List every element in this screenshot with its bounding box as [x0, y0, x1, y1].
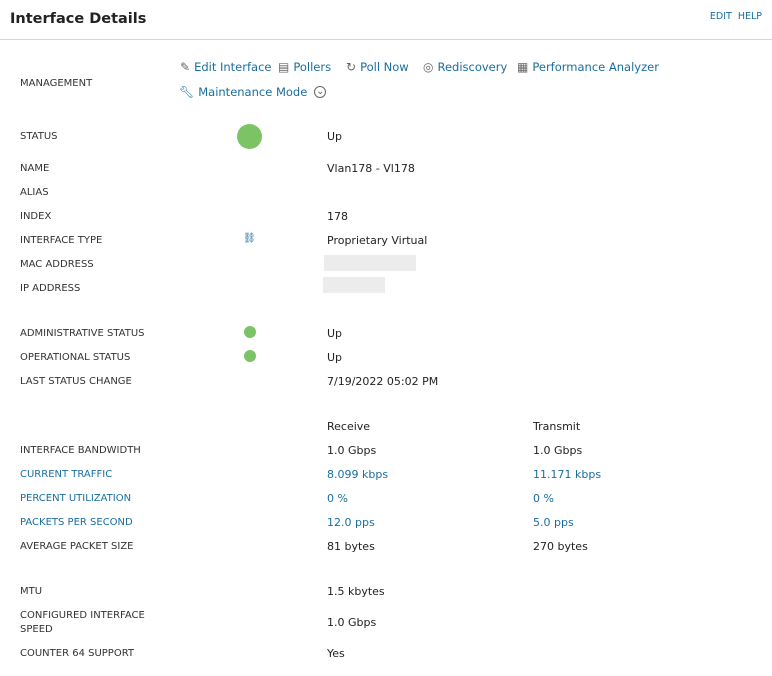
rediscovery-button[interactable]: ◎ Rediscovery — [423, 60, 508, 74]
pps-link[interactable]: PACKETS PER SECOND — [20, 517, 133, 528]
help-link[interactable]: HELP — [737, 11, 762, 22]
traffic-rx-link[interactable]: 8.099 kbps — [327, 468, 389, 481]
pollers-button[interactable]: ▤ Pollers — [278, 60, 332, 74]
status-label: STATUS — [20, 131, 58, 142]
traffic-tx-link[interactable]: 11.171 kbps — [533, 468, 602, 481]
packet-size-tx: 270 bytes — [533, 540, 588, 553]
mtu-value: 1.5 kbytes — [327, 585, 385, 598]
edit-link[interactable]: EDIT — [709, 11, 732, 22]
speed-value: 1.0 Gbps — [327, 616, 377, 629]
counter64-label: COUNTER 64 SUPPORT — [20, 648, 135, 659]
utilization-tx-link[interactable]: 0 % — [533, 492, 554, 505]
interface-type-label: INTERFACE TYPE — [20, 235, 103, 246]
receive-header: Receive — [327, 420, 371, 433]
ip-label: IP ADDRESS — [20, 283, 81, 294]
header: Interface Details EDIT HELP — [0, 0, 772, 40]
last-change-value: 7/19/2022 05:02 PM — [327, 375, 439, 388]
last-change-label: LAST STATUS CHANGE — [20, 376, 132, 387]
pollers-icon: ▤ — [278, 60, 290, 74]
packet-size-rx: 81 bytes — [327, 540, 375, 553]
status-up-icon — [237, 124, 262, 149]
pencil-icon: ✎ — [180, 60, 191, 74]
ip-redacted — [323, 277, 385, 293]
utilization-link[interactable]: PERCENT UTILIZATION — [20, 493, 132, 504]
pps-rx-link[interactable]: 12.0 pps — [327, 516, 375, 529]
oper-status-value: Up — [327, 351, 343, 364]
mac-label: MAC ADDRESS — [20, 259, 94, 270]
index-label: INDEX — [20, 211, 52, 222]
packet-size-label: AVERAGE PACKET SIZE — [20, 541, 134, 552]
alias-label: ALIAS — [20, 187, 49, 198]
interface-type-value: Proprietary Virtual — [327, 234, 428, 247]
utilization-rx-link[interactable]: 0 % — [327, 492, 348, 505]
admin-status-value: Up — [327, 327, 343, 340]
page-title: Interface Details — [10, 11, 147, 27]
bandwidth-rx: 1.0 Gbps — [327, 444, 377, 457]
name-label: NAME — [20, 163, 50, 174]
counter64-value: Yes — [327, 647, 345, 660]
maintenance-mode-button[interactable]: 🔧︎ Maintenance Mode ⌄ — [179, 85, 327, 99]
management-label: MANAGEMENT — [20, 78, 93, 89]
current-traffic-link[interactable]: CURRENT TRAFFIC — [20, 469, 113, 480]
bandwidth-tx: 1.0 Gbps — [533, 444, 583, 457]
admin-up-icon — [244, 326, 256, 338]
edit-interface-button[interactable]: ✎ Edit Interface — [180, 60, 272, 74]
oper-up-icon — [244, 350, 256, 362]
oper-status-label: OPERATIONAL STATUS — [20, 352, 131, 363]
bandwidth-label: INTERFACE BANDWIDTH — [20, 445, 141, 456]
mtu-label: MTU — [20, 586, 43, 597]
speed-label-2: SPEED — [20, 624, 53, 635]
mac-redacted — [324, 255, 416, 271]
status-value: Up — [327, 130, 343, 143]
chart-icon: ▦ — [517, 60, 529, 74]
pps-tx-link[interactable]: 5.0 pps — [533, 516, 574, 529]
index-value: 178 — [327, 210, 348, 223]
speed-label: CONFIGURED INTERFACE — [20, 610, 145, 621]
name-value: Vlan178 - Vl178 — [327, 162, 415, 175]
rediscovery-icon: ◎ — [423, 60, 434, 74]
network-icon: ⛓ — [243, 233, 256, 244]
admin-status-label: ADMINISTRATIVE STATUS — [20, 328, 145, 339]
performance-analyzer-button[interactable]: ▦ Performance Analyzer — [517, 60, 659, 74]
refresh-icon: ↻ — [346, 60, 357, 74]
transmit-header: Transmit — [533, 420, 581, 433]
chevron-down-icon[interactable]: ⌄ — [314, 86, 327, 98]
wrench-icon: 🔧︎ — [179, 85, 195, 99]
poll-now-button[interactable]: ↻ Poll Now — [346, 60, 409, 74]
